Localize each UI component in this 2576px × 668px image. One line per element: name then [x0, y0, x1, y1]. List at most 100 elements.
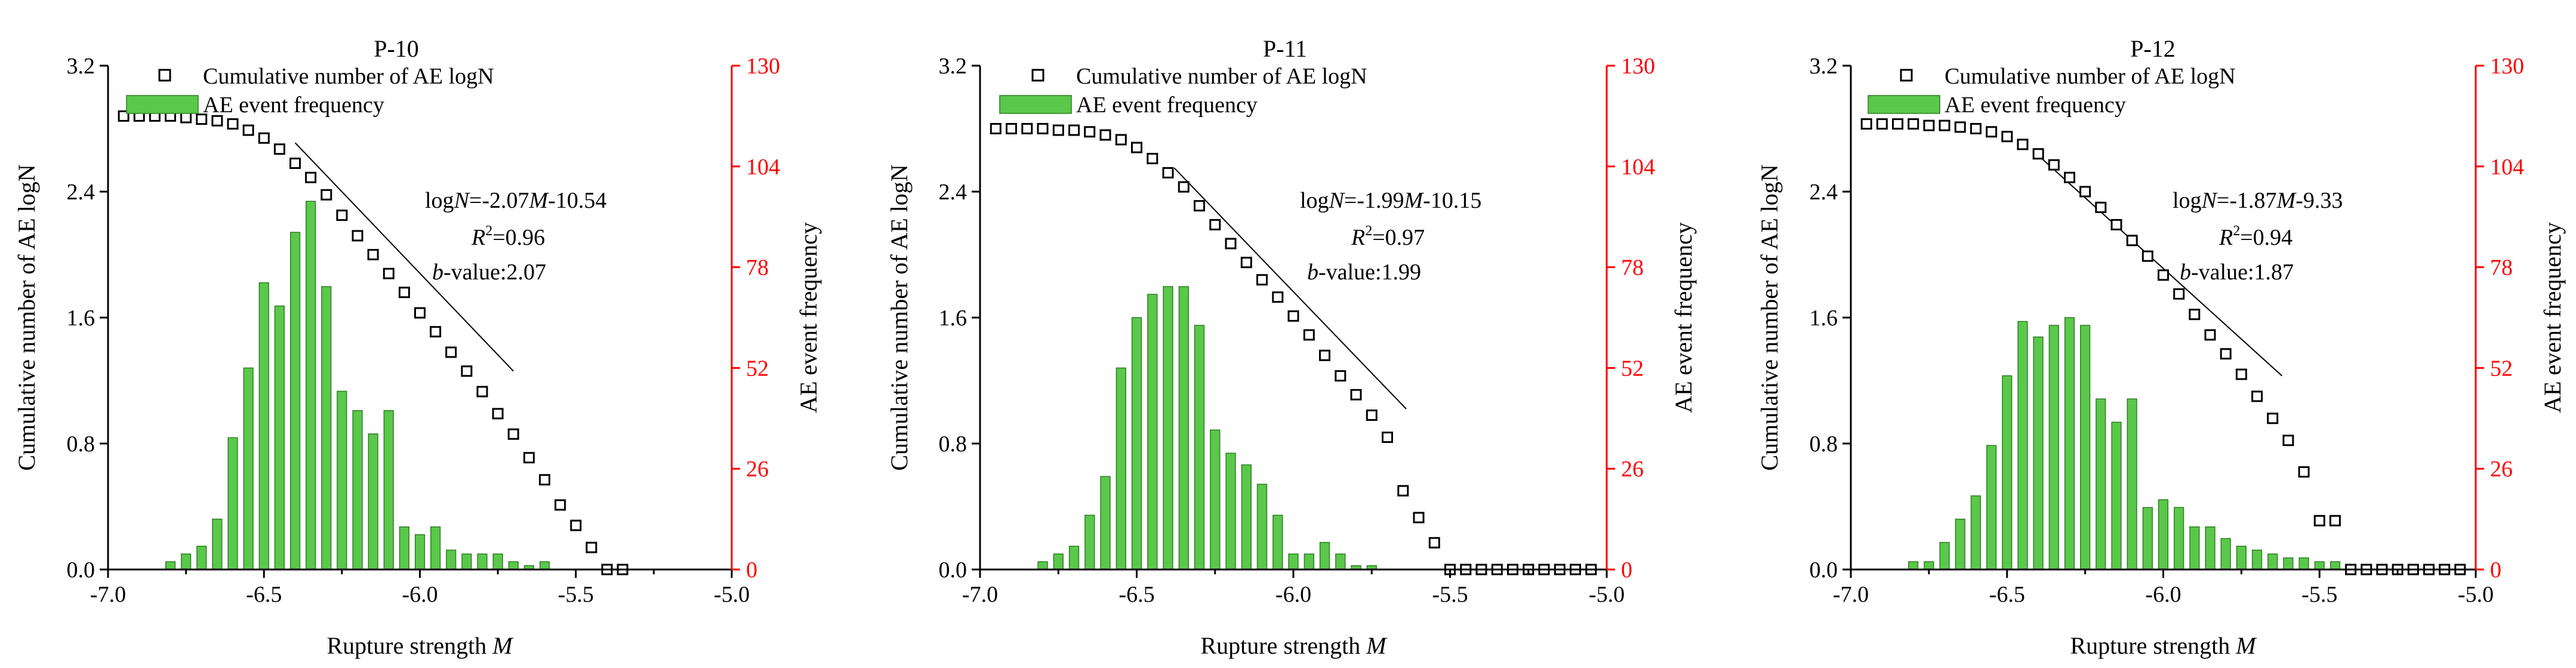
x-axis-title: Rupture strength M: [1200, 632, 1388, 659]
frequency-bar: [2158, 499, 2169, 570]
right-y-tick-label: 26: [746, 457, 769, 482]
frequency-bar: [1304, 553, 1314, 570]
frequency-bar: [1100, 476, 1111, 570]
cumulative-point: [2251, 390, 2263, 402]
frequency-bar: [1225, 452, 1236, 570]
frequency-bar: [2048, 325, 2059, 570]
frequency-bar: [368, 433, 378, 570]
frequency-bar: [352, 410, 363, 570]
frequency-bar: [2174, 507, 2184, 570]
frequency-bar: [508, 561, 519, 570]
frequency-bar: [2267, 553, 2278, 570]
cumulative-series: [990, 123, 1597, 575]
legend-marker-square: [158, 69, 171, 82]
cumulative-point: [554, 499, 566, 511]
legend-marker-square: [1900, 69, 1913, 82]
cumulative-point: [2032, 148, 2044, 160]
cumulative-point: [430, 326, 442, 338]
left-y-tick-label: 2.4: [1810, 180, 1838, 205]
x-tick-label: -5.0: [1589, 582, 1625, 607]
frequency-bar: [1335, 553, 1346, 570]
legend: Cumulative number of AE logN AE event fr…: [999, 64, 1367, 118]
cumulative-point: [383, 267, 395, 279]
panel-title: P-12: [2130, 35, 2176, 62]
left-y-tick-label: 1.6: [67, 306, 95, 331]
left-y-tick-label: 0.8: [939, 432, 967, 457]
cumulative-point: [1303, 329, 1315, 341]
cumulative-point: [1954, 121, 1966, 133]
r-squared: R2=0.94: [2218, 223, 2292, 250]
cumulative-point: [242, 124, 254, 136]
right-y-tick-label: 130: [746, 54, 780, 79]
x-axis-title: Rupture strength M: [2070, 632, 2257, 659]
left-axis-title: Cumulative number of AE logN: [1756, 164, 1783, 470]
legend-label-cumulative: Cumulative number of AE logN: [1945, 64, 2236, 89]
frequency-bar: [2080, 325, 2091, 570]
x-tick-label: -5.5: [558, 582, 594, 607]
frequency-bar: [1319, 541, 1330, 570]
cumulative-point: [1876, 118, 1888, 130]
fit-line: [2038, 155, 2283, 377]
right-y-tick-label: 52: [1621, 356, 1644, 381]
right-y-tick-label: 0: [1621, 558, 1632, 583]
cumulative-point: [570, 519, 582, 531]
left-y-tick-label: 3.2: [1810, 54, 1838, 79]
frequency-bar: [1178, 286, 1189, 570]
cumulative-point: [1923, 119, 1935, 131]
cumulative-point: [289, 158, 301, 169]
frequency-bar: [2064, 317, 2075, 570]
left-y-tick-label: 0.0: [939, 558, 967, 583]
cumulative-point: [1908, 118, 1919, 130]
x-tick-label: -7.0: [962, 582, 998, 607]
frequency-bar: [2111, 421, 2122, 570]
legend-label-frequency: AE event frequency: [1076, 93, 1258, 118]
legend-marker-bar: [999, 95, 1072, 114]
right-y-tick-label: 78: [746, 255, 769, 281]
frequency-bar: [337, 390, 347, 570]
bar-series: [165, 201, 550, 570]
left-y-ticks: 0.0 0.8 1.6 2.4 3.2: [1810, 54, 1851, 583]
cumulative-point: [321, 189, 332, 201]
right-y-tick-label: 104: [746, 155, 780, 180]
cumulative-point: [2001, 131, 2013, 143]
cumulative-point: [1240, 257, 1252, 269]
fit-equation: logN=-2.07M-10.54: [425, 188, 606, 213]
frequency-bar: [212, 518, 223, 570]
right-axis-title: AE event frequency: [1670, 222, 1697, 413]
left-y-tick-label: 0.0: [1810, 558, 1838, 583]
frequency-bar: [1924, 561, 1934, 570]
cumulative-point: [523, 452, 535, 464]
right-axis-title: AE event frequency: [2539, 222, 2566, 413]
legend-marker-square: [1031, 69, 1044, 82]
frequency-bar: [2127, 398, 2137, 570]
right-y-tick-label: 52: [2490, 356, 2513, 381]
cumulative-point: [539, 474, 550, 486]
legend-label-cumulative: Cumulative number of AE logN: [203, 64, 494, 89]
cumulative-point: [2189, 309, 2201, 321]
x-ticks: -7.0 -6.5 -6.0 -5.5 -5.0: [1833, 570, 2494, 607]
cumulative-point: [2110, 218, 2122, 230]
cumulative-point: [305, 171, 317, 183]
frequency-bar: [1037, 561, 1048, 570]
frequency-bar: [1147, 294, 1158, 570]
fit-annotations: logN=-1.99M-10.15 R2=0.97 b-value:1.99: [1300, 188, 1481, 285]
right-y-ticks: 0 26 52 78 104 130: [2476, 54, 2524, 583]
left-y-ticks: 0.0 0.8 1.6 2.4 3.2: [939, 54, 980, 583]
x-tick-label: -6.0: [1275, 582, 1311, 607]
frequency-bar: [461, 553, 472, 570]
cumulative-point: [1397, 485, 1409, 497]
frequency-bar: [383, 410, 394, 570]
right-axis-title: AE event frequency: [795, 222, 822, 413]
frequency-bar: [1163, 286, 1173, 570]
x-tick-label: -6.0: [2145, 582, 2181, 607]
cumulative-point: [1068, 124, 1080, 136]
cumulative-point: [990, 123, 1002, 134]
x-tick-label: -5.0: [2458, 582, 2494, 607]
b-value: b-value:2.07: [432, 260, 546, 285]
cumulative-point: [1860, 118, 1872, 130]
x-ticks: -7.0 -6.5 -6.0 -5.5 -5.0: [962, 570, 1625, 607]
r-squared: R2=0.97: [1351, 223, 1425, 250]
cumulative-point: [2126, 235, 2138, 247]
fit-equation: logN=-1.99M-10.15: [1300, 188, 1481, 213]
x-ticks: -7.0 -6.5 -6.0 -5.5 -5.0: [90, 570, 750, 607]
